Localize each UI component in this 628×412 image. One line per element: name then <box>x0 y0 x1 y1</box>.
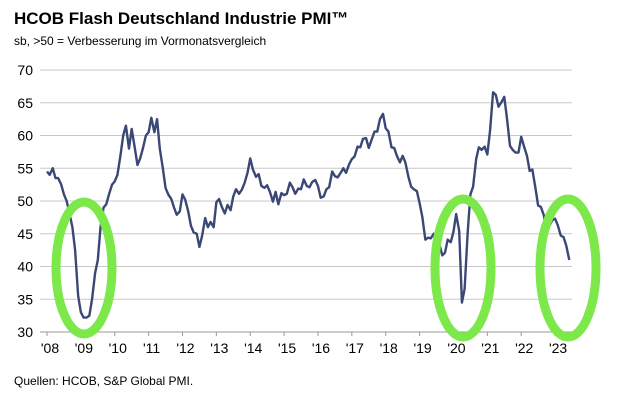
x-tick-label: '15 <box>278 340 296 356</box>
plot-area <box>46 91 571 319</box>
x-tick-label: '16 <box>312 340 330 356</box>
highlight-annotations <box>51 194 601 342</box>
x-tick-label: '20 <box>447 340 465 356</box>
y-tick-label: 30 <box>17 324 33 340</box>
x-tick-label: '21 <box>481 340 499 356</box>
x-tick-label: '14 <box>244 340 262 356</box>
y-tick-label: 45 <box>17 226 33 242</box>
x-tick-label: '17 <box>346 340 364 356</box>
data-line <box>46 91 571 319</box>
y-tick-label: 65 <box>17 95 33 111</box>
chart-subtitle: sb, >50 = Verbesserung im Vormonatsvergl… <box>14 34 266 48</box>
x-tick-label: '11 <box>143 340 160 356</box>
y-tick-label: 55 <box>17 160 33 176</box>
y-tick-label: 50 <box>17 193 33 209</box>
highlight-ellipse <box>535 194 601 342</box>
highlight-ellipse <box>430 194 496 342</box>
y-tick-label: 35 <box>17 291 33 307</box>
y-tick-label: 70 <box>17 62 33 78</box>
x-tick-label: '18 <box>380 340 398 356</box>
highlight-ellipse <box>51 197 117 339</box>
y-tick-label: 60 <box>17 128 33 144</box>
x-tick-label: '19 <box>413 340 431 356</box>
y-tick-label: 40 <box>17 259 33 275</box>
source-note: Quellen: HCOB, S&P Global PMI. <box>14 374 193 388</box>
x-tick-label: '23 <box>549 340 567 356</box>
x-tick-label: '09 <box>75 340 93 356</box>
x-tick-label: '13 <box>210 340 228 356</box>
x-tick-label: '12 <box>176 340 194 356</box>
grid: 30 35 40 45 50 55 60 65 70 '08 '09 '10 '11 '12 '13 '14 '… <box>17 62 572 356</box>
x-tick-label: '08 <box>41 340 59 356</box>
chart-title: HCOB Flash Deutschland Industrie PMI™ <box>14 9 348 28</box>
x-tick-label: '22 <box>515 340 533 356</box>
x-tick-label: '10 <box>109 340 127 356</box>
